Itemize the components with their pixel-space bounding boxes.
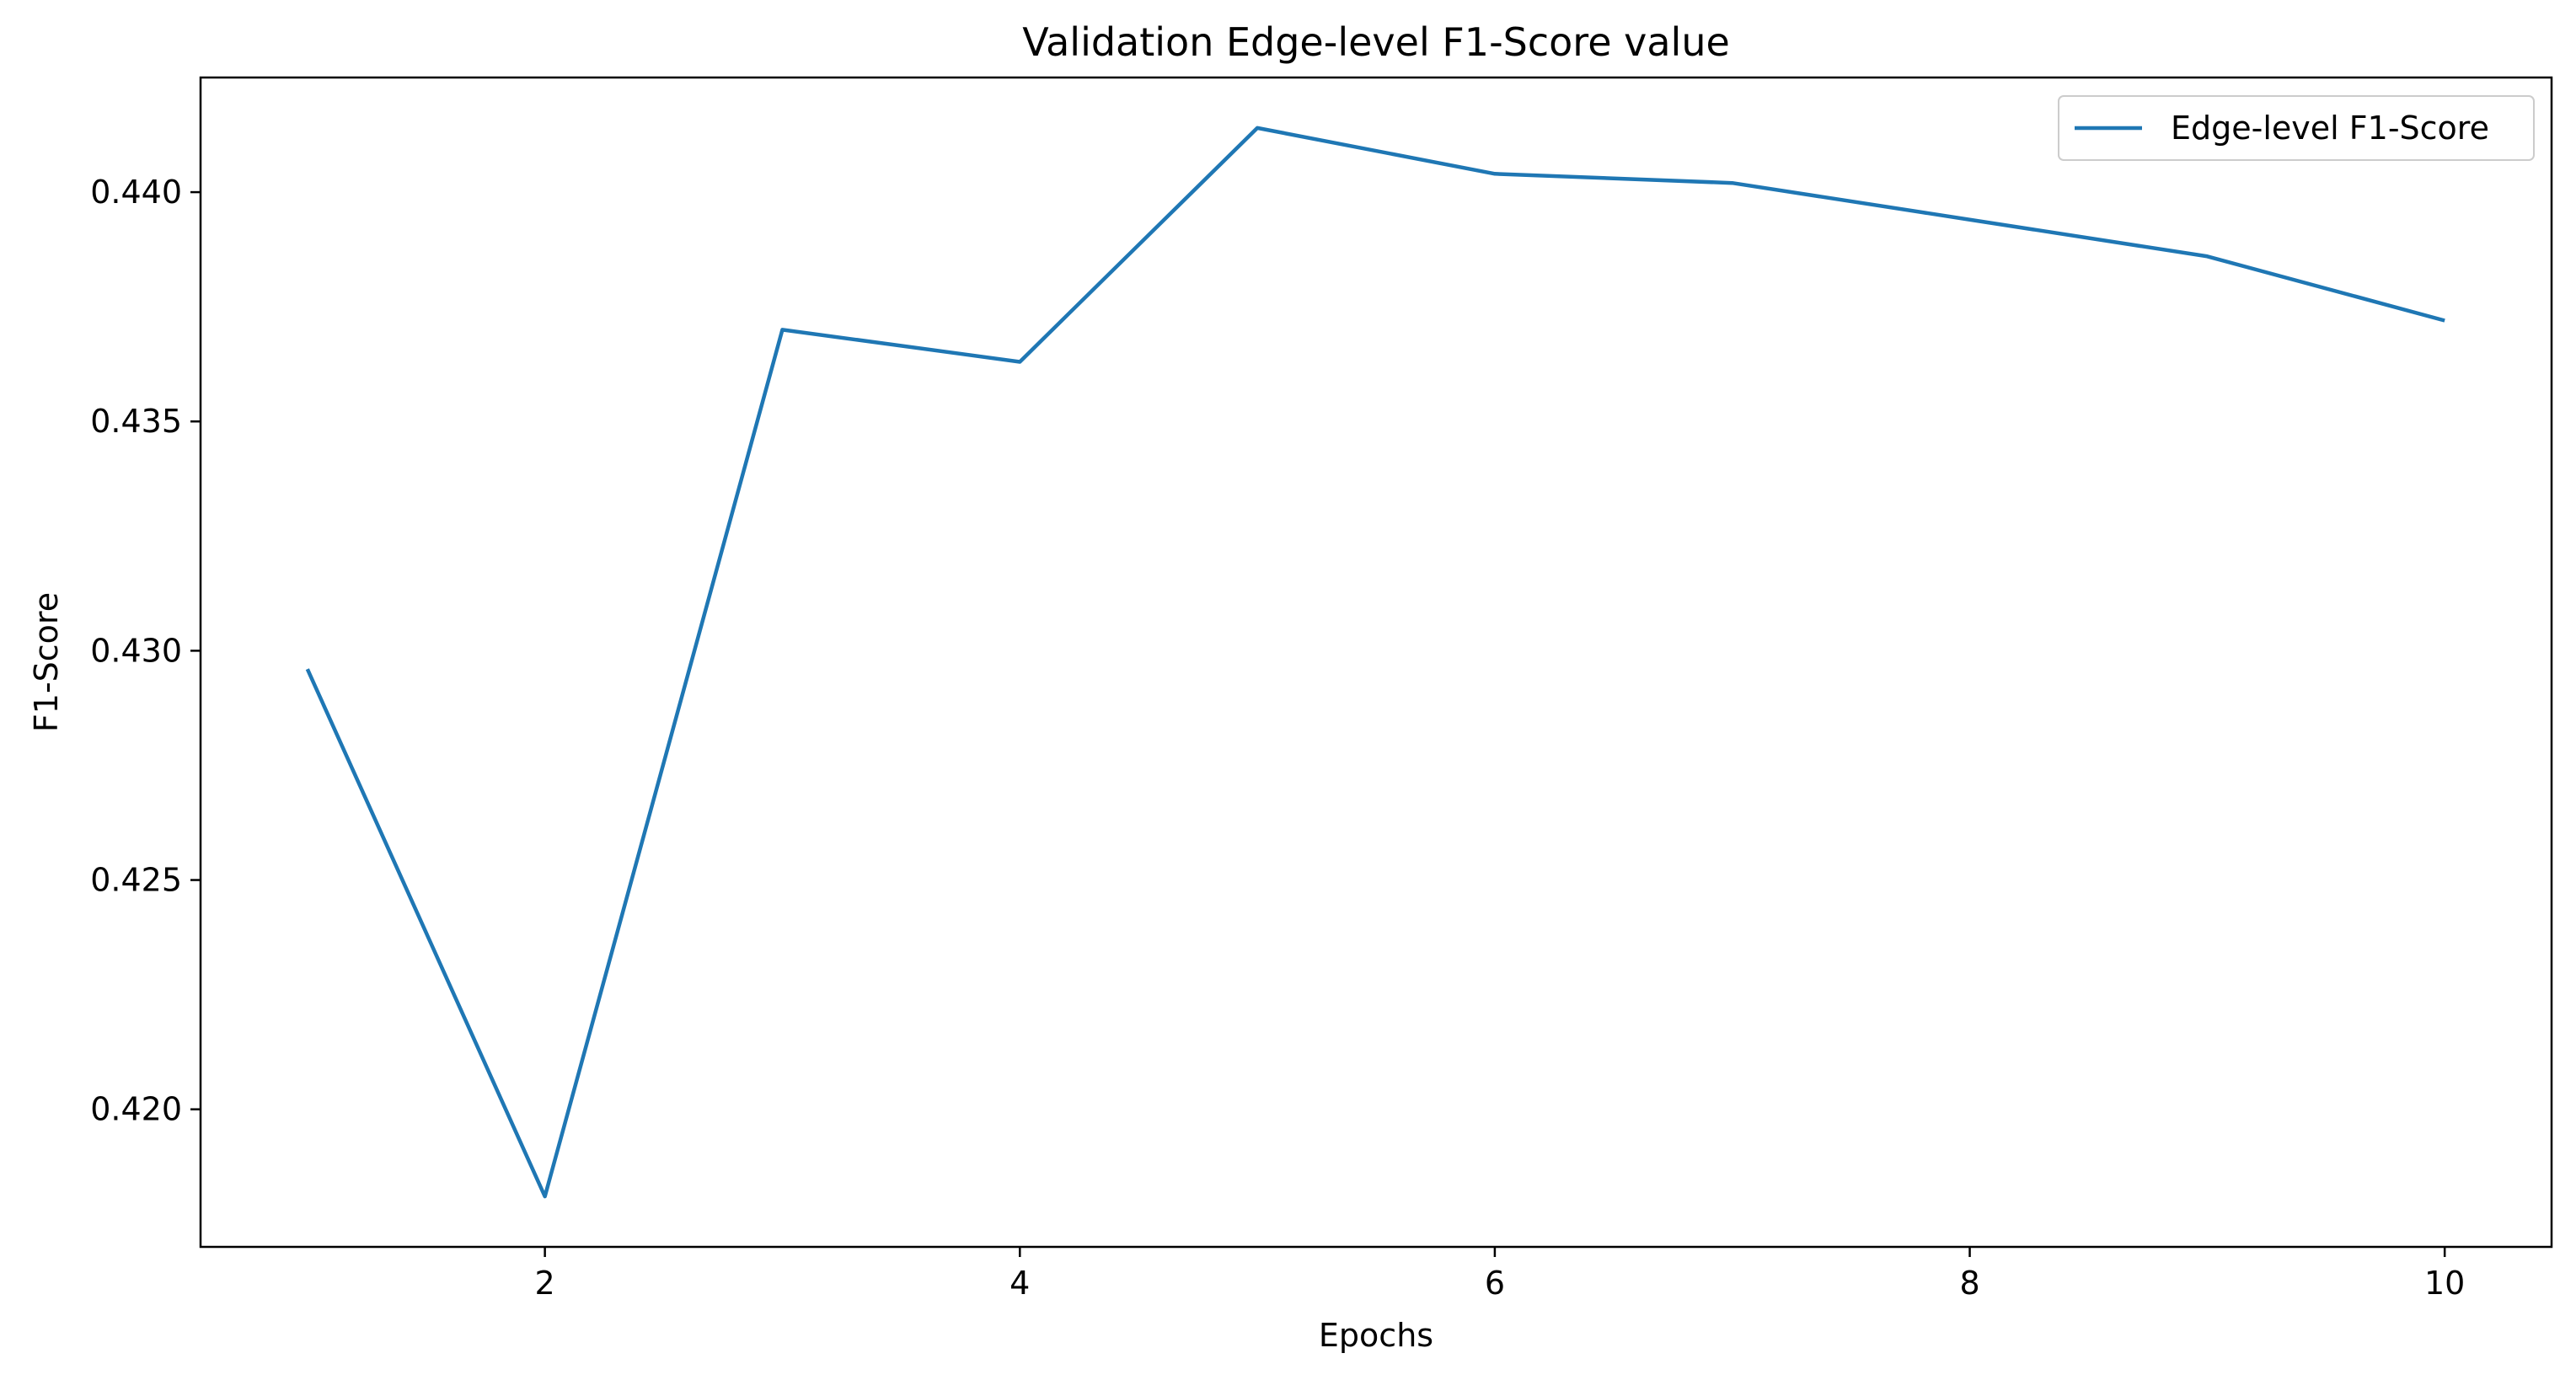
series-line-0 bbox=[305, 126, 2445, 1199]
chart-title: Validation Edge-level F1-Score value bbox=[1022, 19, 1730, 65]
x-tick-label: 6 bbox=[1485, 1265, 1505, 1302]
data-point bbox=[1018, 360, 1021, 363]
y-axis-label: F1-Score bbox=[28, 592, 65, 732]
legend: Edge-level F1-Score bbox=[2058, 95, 2535, 161]
data-point bbox=[1968, 218, 1972, 222]
x-tick-label: 10 bbox=[2424, 1265, 2465, 1302]
data-point bbox=[544, 1195, 547, 1198]
data-point bbox=[2443, 318, 2446, 322]
tick-layer: 2 4 6 8 10 0.420 0.425 0.430 0.435 0.440 bbox=[90, 174, 2465, 1302]
data-point bbox=[2205, 254, 2209, 258]
y-tick-label: 0.430 bbox=[90, 632, 182, 669]
data-point bbox=[1256, 126, 1259, 130]
legend-box bbox=[2058, 95, 2535, 161]
y-tick-label: 0.435 bbox=[90, 403, 182, 440]
x-axis-label: Epochs bbox=[1319, 1317, 1433, 1354]
plot-frame bbox=[199, 76, 2553, 1249]
x-tick-label: 2 bbox=[535, 1265, 555, 1302]
data-point bbox=[1493, 172, 1497, 175]
data-point bbox=[1731, 181, 1734, 185]
x-tick-label: 8 bbox=[1959, 1265, 1979, 1302]
y-tick-label: 0.440 bbox=[90, 174, 182, 211]
y-tick-label: 0.425 bbox=[90, 862, 182, 899]
series-layer bbox=[305, 126, 2446, 1199]
x-tick-label: 4 bbox=[1010, 1265, 1030, 1302]
y-tick-label: 0.420 bbox=[90, 1091, 182, 1128]
data-point bbox=[306, 667, 309, 671]
data-point bbox=[780, 328, 784, 331]
legend-entry-label: Edge-level F1-Score bbox=[2171, 110, 2489, 147]
